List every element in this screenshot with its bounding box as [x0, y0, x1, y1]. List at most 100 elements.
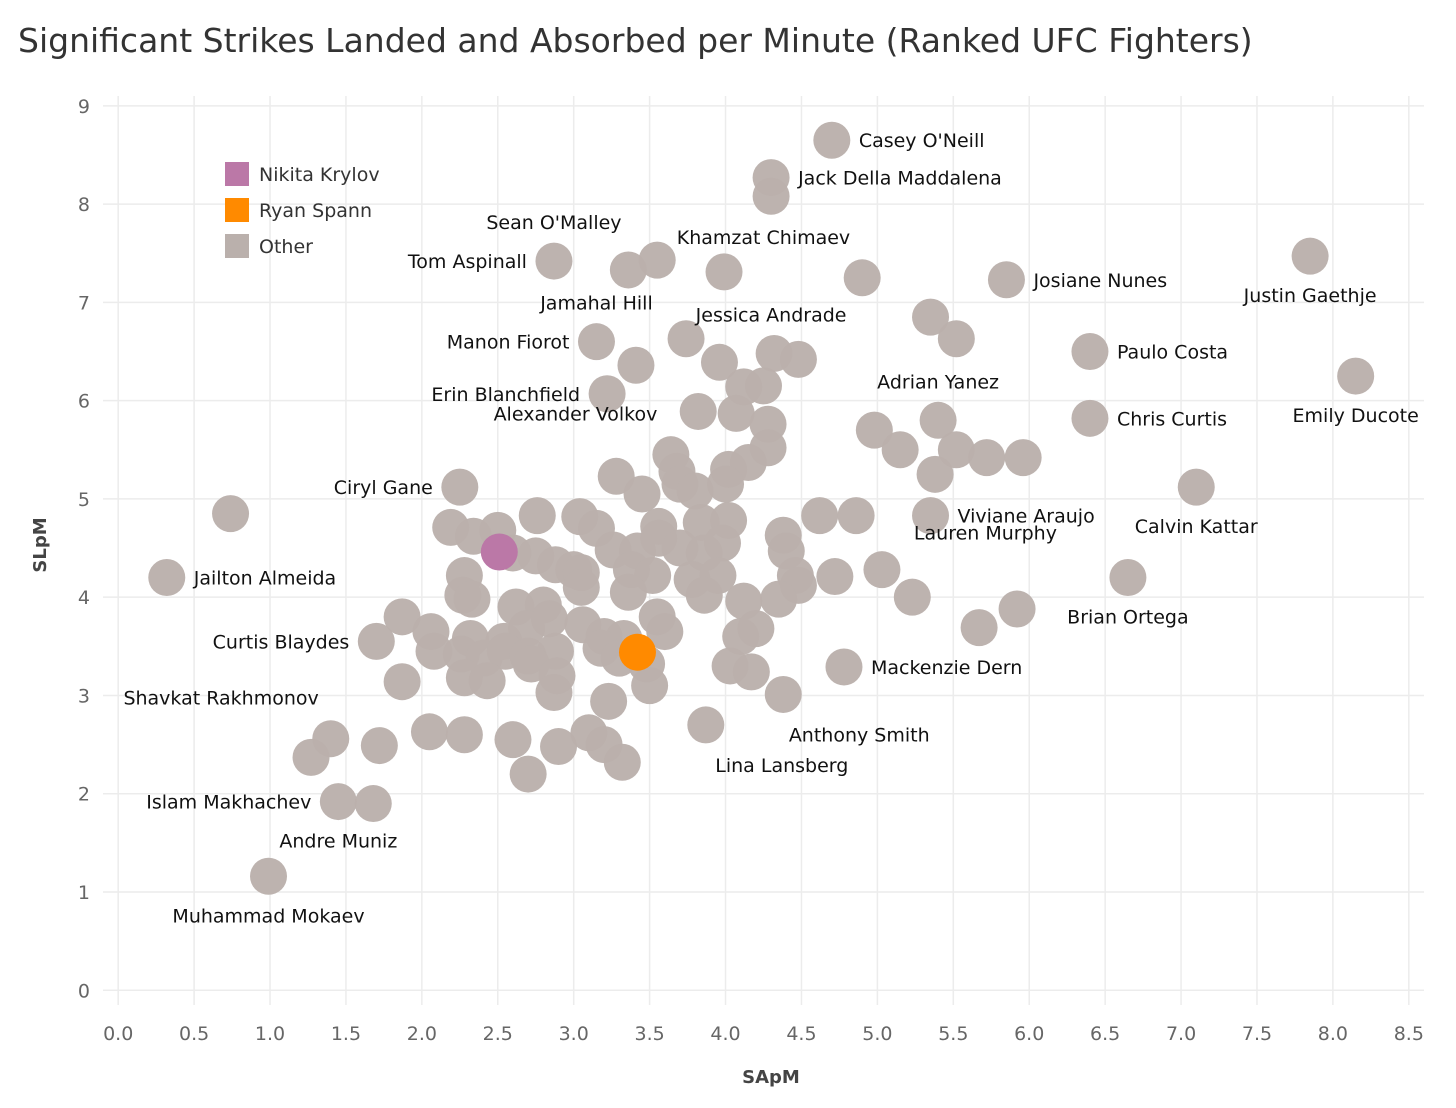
x-tick-label: 4.5 — [786, 1023, 816, 1045]
y-axis-ticks: 0 1 2 3 4 5 6 7 8 9 — [78, 96, 90, 1002]
data-point-other — [912, 497, 950, 535]
y-tick-label: 0 — [78, 980, 90, 1002]
x-tick-label: 5.0 — [862, 1023, 892, 1045]
data-point-other — [590, 682, 628, 720]
data-point-other — [843, 259, 881, 297]
point-label-erin-blanchfield: Erin Blanchfield — [431, 384, 580, 406]
data-point-other — [292, 738, 330, 776]
data-point-other — [577, 323, 615, 361]
point-label-jamahal-hill: Jamahal Hill — [539, 293, 653, 315]
legend-swatch-ryan-spann — [225, 198, 249, 222]
data-point-other — [937, 431, 975, 469]
data-point-other — [687, 706, 725, 744]
x-axis-label: SApM — [742, 1067, 800, 1088]
data-point-other — [998, 590, 1036, 628]
point-label-khamzat-chimaev: Khamzat Chimaev — [677, 227, 850, 249]
data-point-other — [148, 559, 186, 597]
point-label-manon-fiorot: Manon Fiorot — [447, 332, 570, 354]
data-point-other — [825, 648, 863, 686]
y-tick-label: 6 — [78, 391, 90, 413]
data-point-other — [410, 713, 448, 751]
data-point-ryan-spann — [618, 633, 656, 671]
x-tick-label: 6.5 — [1090, 1023, 1120, 1045]
x-tick-label: 7.5 — [1242, 1023, 1272, 1045]
data-point-other — [760, 580, 798, 618]
data-point-other — [319, 783, 357, 821]
data-point-other — [603, 743, 641, 781]
x-tick-label: 1.5 — [331, 1023, 361, 1045]
point-label-casey-o-neill: Casey O'Neill — [859, 130, 985, 152]
data-point-other — [609, 251, 647, 289]
point-label-paulo-costa: Paulo Costa — [1117, 342, 1228, 364]
data-point-other — [1177, 468, 1215, 506]
legend: Nikita Krylov Ryan Spann Other — [225, 162, 380, 258]
data-point-other — [1071, 333, 1109, 371]
data-point-other — [597, 457, 635, 495]
data-point-other — [445, 716, 483, 754]
legend-label-ryan-spann: Ryan Spann — [259, 200, 372, 222]
data-point-other — [1004, 439, 1042, 477]
data-point-other — [617, 346, 655, 384]
point-label-justin-gaethje: Justin Gaethje — [1243, 285, 1377, 307]
data-points — [148, 121, 1375, 895]
data-point-other — [441, 468, 479, 506]
x-tick-label: 5.5 — [938, 1023, 968, 1045]
x-tick-label: 6.0 — [1014, 1023, 1044, 1045]
data-point-other — [1109, 559, 1147, 597]
data-point-other — [745, 367, 782, 405]
data-point-other — [1071, 399, 1109, 437]
y-tick-label: 8 — [78, 194, 90, 216]
x-tick-label: 7.0 — [1166, 1023, 1196, 1045]
x-tick-label: 0.0 — [103, 1023, 133, 1045]
data-point-other — [752, 177, 790, 215]
data-point-other — [518, 497, 556, 535]
data-point-other — [737, 610, 775, 648]
data-point-other — [779, 340, 817, 378]
legend-swatch-other — [225, 234, 249, 258]
data-point-other — [863, 551, 901, 589]
point-label-curtis-blaydes: Curtis Blaydes — [213, 631, 350, 653]
point-label-viviane-araujo: Viviane Araujo — [958, 506, 1095, 528]
data-point-other — [646, 613, 684, 651]
data-point-other — [468, 662, 506, 700]
point-label-emily-ducote: Emily Ducote — [1293, 405, 1419, 427]
point-label-chris-curtis: Chris Curtis — [1117, 408, 1227, 430]
point-label-ciryl-gane: Ciryl Gane — [334, 477, 433, 499]
data-point-other — [509, 755, 547, 793]
data-point-other — [704, 524, 742, 562]
data-point-other — [837, 497, 875, 535]
point-label-alexander-volkov: Alexander Volkov — [494, 404, 658, 426]
data-point-other — [700, 343, 738, 381]
point-labels: Casey O'Neill Jack Della Maddalena Sean O'… — [123, 130, 1418, 927]
data-point-other — [535, 242, 573, 280]
data-point-other — [667, 320, 705, 358]
data-point-other — [212, 495, 250, 533]
data-point-other — [801, 497, 839, 535]
data-point-other — [919, 401, 957, 439]
data-point-other — [676, 472, 714, 510]
data-point-other — [494, 721, 532, 759]
data-point-other — [562, 568, 600, 606]
data-point-other — [685, 576, 723, 614]
data-point-other — [916, 455, 954, 493]
data-point-other — [588, 375, 626, 413]
x-tick-label: 2.5 — [483, 1023, 513, 1045]
point-label-islam-makhachev: Islam Makhachev — [146, 792, 311, 814]
x-tick-label: 1.0 — [255, 1023, 285, 1045]
point-label-lina-lansberg: Lina Lansberg — [715, 755, 848, 777]
x-tick-label: 4.0 — [710, 1023, 740, 1045]
data-point-other — [881, 431, 919, 469]
data-point-other — [855, 411, 893, 449]
point-label-jack-della-maddalena: Jack Della Maddalena — [797, 168, 1002, 190]
point-label-calvin-kattar: Calvin Kattar — [1135, 516, 1258, 538]
data-point-other — [912, 298, 950, 336]
y-tick-label: 1 — [78, 882, 90, 904]
data-point-other — [357, 622, 395, 660]
data-point-other — [354, 785, 392, 823]
y-axis-label: SLpM — [30, 517, 51, 572]
x-tick-label: 0.5 — [179, 1023, 209, 1045]
data-point-other — [707, 465, 745, 503]
y-tick-label: 2 — [78, 784, 90, 806]
point-label-adrian-yanez: Adrian Yanez — [877, 371, 999, 393]
